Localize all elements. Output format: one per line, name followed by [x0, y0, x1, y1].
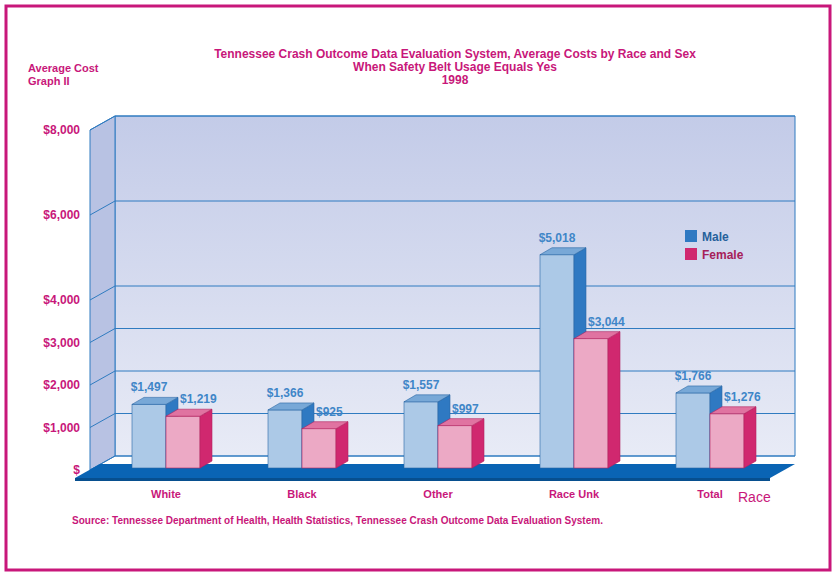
bar-front — [540, 255, 574, 468]
bar — [302, 422, 348, 468]
bar-side — [336, 422, 348, 468]
bar-top — [438, 419, 484, 426]
bar-front — [166, 416, 200, 468]
y-axis-title: Graph II — [28, 75, 70, 87]
bar-top — [574, 332, 620, 339]
bar-top — [540, 248, 586, 255]
tick-label: $6,000 — [43, 208, 80, 222]
bar-front — [302, 429, 336, 468]
bar-front — [676, 393, 710, 468]
bar-top — [676, 386, 722, 393]
floor-edge — [75, 478, 770, 481]
category-label: Other — [423, 488, 453, 500]
data-label: $1,366 — [267, 386, 304, 400]
title: When Safety Belt Usage Equals Yes — [353, 60, 557, 74]
data-label: $925 — [316, 405, 343, 419]
y-axis-title: Average Cost — [28, 62, 99, 74]
grid-line — [90, 286, 795, 300]
data-label: $997 — [452, 402, 479, 416]
data-label: $1,557 — [403, 378, 440, 392]
bar-front — [710, 414, 744, 468]
bar-top — [710, 407, 756, 414]
tick-label: $4,000 — [43, 293, 80, 307]
tick-label: $ — [73, 463, 80, 477]
chart: $ $1,000 $2,000 $3,000 $4,000 $6,000 $8,000 $1,… — [0, 0, 836, 576]
bar-side — [744, 407, 756, 468]
category-label: White — [151, 488, 181, 500]
category-label: Black — [287, 488, 317, 500]
legend-swatch — [685, 230, 697, 242]
labels: $1,497 $1,219 $1,366 $925 $1,557 $997 $5,018 $3… — [131, 231, 761, 419]
title: 1998 — [442, 73, 469, 87]
bar-side — [472, 419, 484, 468]
legend: Male Female — [685, 230, 744, 262]
grid-line — [90, 116, 795, 130]
bar-front — [438, 426, 472, 468]
category-label: Total — [697, 488, 722, 500]
data-label: $3,044 — [588, 315, 625, 329]
bar-front — [268, 410, 302, 468]
x-axis-title: Race — [738, 489, 771, 505]
bar-top — [404, 395, 450, 402]
bar-front — [404, 402, 438, 468]
plot-area — [132, 248, 756, 468]
legend-label: Female — [702, 248, 744, 262]
bar-top — [166, 409, 212, 416]
bar-side — [200, 409, 212, 468]
bar — [574, 332, 620, 468]
title: Tennessee Crash Outcome Data Evaluation … — [214, 47, 696, 61]
bar-top — [302, 422, 348, 429]
bar-top — [268, 403, 314, 410]
bar-front — [574, 339, 608, 468]
bar — [710, 407, 756, 468]
data-label: $5,018 — [539, 231, 576, 245]
bar-top — [132, 397, 178, 404]
data-label: $1,219 — [180, 392, 217, 406]
data-label: $1,276 — [724, 390, 761, 404]
tick-label: $3,000 — [43, 336, 80, 350]
grid-line — [90, 201, 795, 215]
frame — [6, 6, 830, 570]
bar-front — [132, 404, 166, 468]
tick-label: $1,000 — [43, 421, 80, 435]
grid-line — [90, 329, 795, 343]
data-label: $1,766 — [675, 369, 712, 383]
legend-swatch — [685, 248, 697, 260]
data-label: $1,497 — [131, 380, 168, 394]
tick-label: $8,000 — [43, 123, 80, 137]
legend-label: Male — [702, 230, 729, 244]
category-label: Race Unk — [549, 488, 600, 500]
bar — [166, 409, 212, 468]
bar — [438, 419, 484, 468]
source-note: Source: Tennessee Department of Health, … — [72, 515, 603, 526]
bar-side — [608, 332, 620, 468]
tick-label: $2,000 — [43, 378, 80, 392]
